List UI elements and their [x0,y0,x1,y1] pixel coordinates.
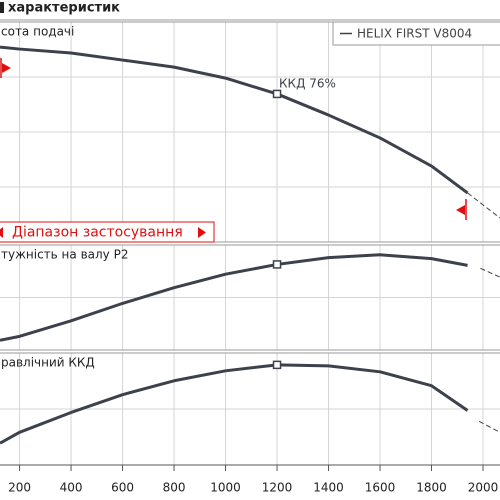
curve [0,363,469,445]
x-tick-label: 1800 [416,481,447,495]
legend-label: HELIX FIRST V8004 [357,27,472,41]
duty-point [272,260,282,269]
x-tick-label: 600 [111,481,134,495]
curve [0,45,469,195]
y-axis-label: тужність на валу P2 [1,248,128,262]
x-tick-label: 1000 [210,481,241,495]
duty-point [272,89,282,99]
range-box [0,221,215,243]
x-tick-label: 1400 [313,481,344,495]
page-title: характеристик [8,1,120,16]
x-tick-label: 800 [163,481,186,495]
x-tick-label: 400 [60,481,83,495]
x-tick-label: 1200 [262,481,293,495]
legend-box [332,21,500,46]
range-arrow [198,227,206,238]
duty-point [272,360,282,370]
x-tick-label: 2000 [468,481,499,495]
x-tick-label: 1600 [365,481,396,495]
range-arrow [456,205,465,215]
range-arrow [2,63,11,73]
y-axis-label: равлічний ККД [1,356,95,370]
annotation: ККД 76% [279,76,336,90]
x-tick-label: 200 [8,481,31,495]
title-icon [0,2,4,13]
plot-layer: сота подачі ККД 76% HELIX FIRST V8004 Діапа… [0,21,500,495]
curve-extension [467,192,500,219]
curve [0,253,468,342]
range-arrow [0,227,3,238]
curve-extension [478,420,500,433]
range-label: Діапазон застосування [12,225,183,241]
curve-extension [480,267,500,278]
y-axis-label: сота подачі [1,25,74,39]
